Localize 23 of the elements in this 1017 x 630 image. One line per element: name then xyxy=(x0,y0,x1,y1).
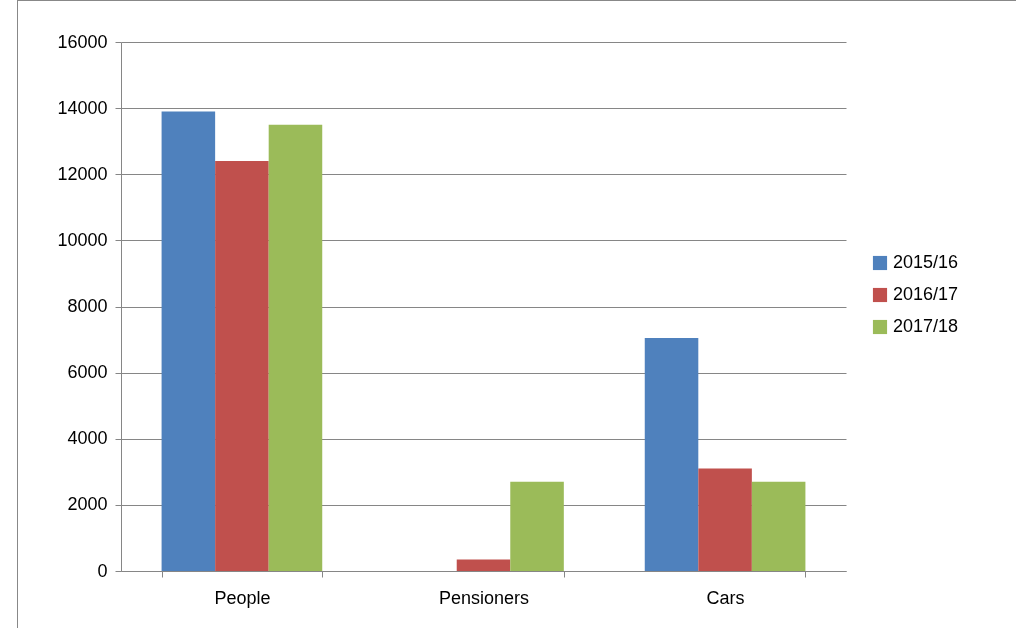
bar xyxy=(215,161,269,571)
y-tick-label: 0 xyxy=(97,560,108,581)
y-tick-label: 2000 xyxy=(67,494,108,515)
legend-label: 2016/17 xyxy=(893,284,959,304)
y-tick-label: 14000 xyxy=(57,97,108,118)
y-tick-label: 10000 xyxy=(57,229,108,250)
x-tick-label: Cars xyxy=(706,587,745,608)
bar xyxy=(161,111,216,571)
bar xyxy=(268,124,323,571)
y-tick-label: 12000 xyxy=(57,163,108,184)
x-tick-label: People xyxy=(214,587,271,608)
y-tick-label: 4000 xyxy=(67,428,108,449)
bar xyxy=(644,337,699,571)
y-tick-label: 8000 xyxy=(67,296,108,316)
bar xyxy=(510,481,564,571)
legend-label: 2015/16 xyxy=(893,252,959,272)
y-tick-label: 16000 xyxy=(57,31,108,52)
bar xyxy=(698,468,752,571)
x-tick-label: Pensioners xyxy=(438,587,530,608)
bar xyxy=(751,481,806,571)
legend-label: 2017/18 xyxy=(893,316,959,336)
y-tick-label: 6000 xyxy=(67,362,108,383)
bar xyxy=(456,559,511,571)
